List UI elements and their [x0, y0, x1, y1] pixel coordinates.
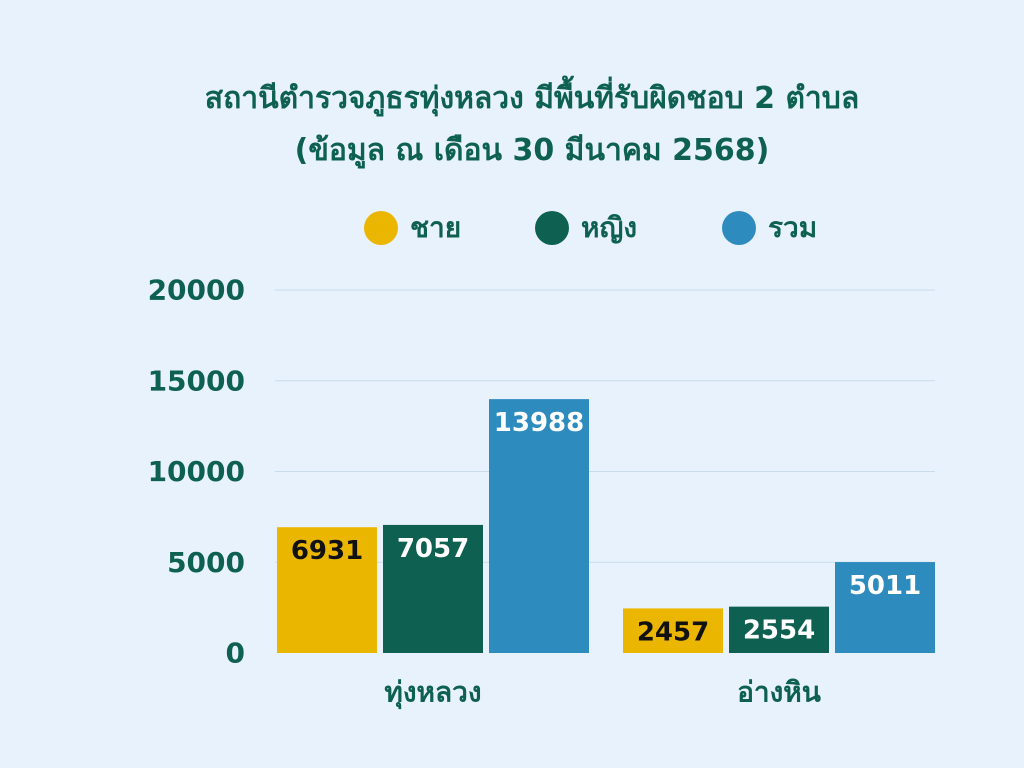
bar [729, 606, 829, 653]
y-tick-label: 0 [226, 637, 245, 670]
chart-subtitle: (ข้อมูล ณ เดือน 30 มีนาคม 2568) [294, 133, 770, 168]
x-tick-label: ทุ่งหลวง [384, 676, 481, 710]
legend-label-male: ชาย [410, 211, 462, 244]
data-label: 2554 [743, 616, 815, 646]
legend-swatch-male [364, 211, 398, 245]
chart-title: สถานีตำรวจภูธรทุ่งหลวง มีพื้นที่รับผิดชอ… [204, 81, 860, 116]
y-tick-label: 20000 [148, 274, 245, 307]
data-label: 5011 [849, 571, 921, 601]
y-tick-label: 5000 [167, 546, 245, 579]
legend-item-male: ชาย [364, 211, 461, 245]
bar [835, 562, 935, 653]
bar [277, 527, 377, 653]
y-tick-label: 10000 [148, 455, 245, 488]
legend-label-total: รวม [768, 211, 818, 244]
legend-swatch-total [722, 211, 756, 245]
data-label: 2457 [637, 617, 709, 647]
legend-item-female: หญิง [535, 211, 637, 245]
data-label: 13988 [494, 408, 584, 438]
bar [489, 399, 589, 653]
legend-label-female: หญิง [581, 211, 637, 244]
data-label: 6931 [291, 536, 363, 566]
legend-swatch-female [535, 211, 569, 245]
bar [383, 524, 483, 653]
bar [623, 608, 723, 653]
y-tick-label: 15000 [148, 364, 245, 397]
x-tick-label: อ่างหิน [737, 676, 821, 709]
legend-item-total: รวม [722, 211, 817, 245]
data-label: 7057 [397, 534, 469, 564]
